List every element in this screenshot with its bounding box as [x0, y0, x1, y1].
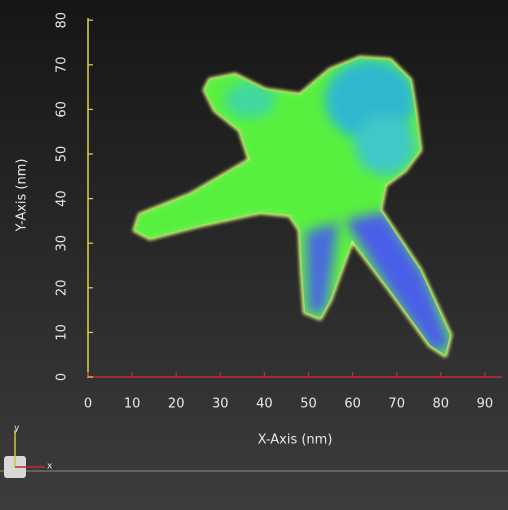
x-tick-label: 50: [300, 397, 317, 412]
y-axis-label: Y-Axis (nm): [15, 159, 30, 233]
y-tick-label: 0: [55, 373, 70, 381]
x-axis-label: X-Axis (nm): [258, 433, 333, 448]
y-tick-label: 30: [55, 235, 70, 252]
y-tick-label: 50: [55, 146, 70, 163]
x-tick-label: 90: [477, 397, 494, 412]
y-tick-label: 80: [55, 12, 70, 29]
y-tick-label: 40: [55, 190, 70, 207]
x-tick-label: 70: [388, 397, 405, 412]
y-tick-label: 70: [55, 57, 70, 74]
y-tick-label: 20: [55, 280, 70, 297]
y-tick-label: 60: [55, 101, 70, 118]
x-tick-label: 20: [168, 397, 185, 412]
x-tick-label: 60: [344, 397, 361, 412]
x-tick-label: 10: [124, 397, 141, 412]
y-tick-label: 10: [55, 324, 70, 341]
background: [0, 0, 508, 510]
viewer: X-Axis (nm) Y-Axis (nm) y x 0 10 20 30 40 50 6…: [0, 0, 508, 510]
x-tick-label: 40: [256, 397, 273, 412]
gizmo-x-label: x: [47, 462, 53, 472]
x-tick-label: 30: [212, 397, 229, 412]
x-tick-label: 0: [84, 397, 92, 412]
gizmo-y-label: y: [14, 424, 20, 434]
x-tick-label: 80: [433, 397, 450, 412]
